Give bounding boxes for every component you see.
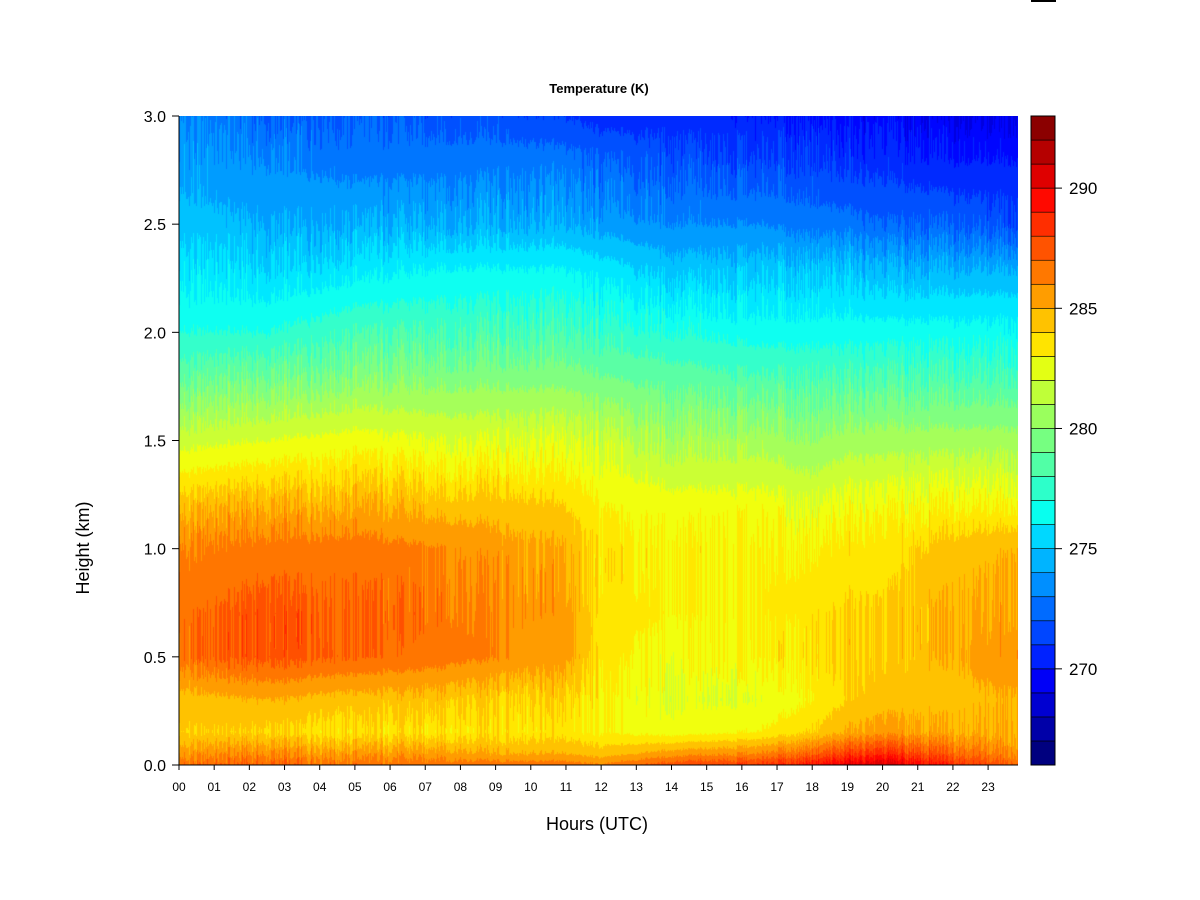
x-tick-label: 15 (700, 780, 714, 794)
y-tick-label: 1.5 (144, 434, 166, 451)
x-tick-label: 21 (911, 780, 925, 794)
y-tick-label: 2.5 (144, 217, 166, 234)
colorbar-swatch (1030, 428, 1056, 453)
y-tick-label: 0.5 (144, 650, 166, 667)
colorbar-swatch (1030, 332, 1056, 357)
x-tick-label: 19 (841, 780, 855, 794)
colorbar-swatch (1030, 620, 1056, 646)
x-axis: 00 01 02 03 04 05 06 07 08 09 10 11 12 13 14 15 16 17 18 19… (172, 764, 1018, 794)
x-tick-label: 02 (243, 780, 257, 794)
chart-title: Temperature (K) (549, 81, 648, 96)
x-tick-label: 14 (665, 780, 679, 794)
colorbar-tick-label: 280 (1069, 419, 1097, 438)
colorbar-swatch (1030, 692, 1056, 718)
colorbar-swatch (1030, 356, 1056, 381)
y-axis: 0.0 0.5 1.0 1.5 2.0 2.5 3.0 (144, 109, 180, 775)
colorbar-swatch (1030, 548, 1056, 574)
colorbar-swatch (1030, 452, 1056, 477)
x-tick-label: 10 (524, 780, 538, 794)
x-tick-label: 03 (278, 780, 292, 794)
x-tick-label: 08 (454, 780, 468, 794)
x-tick-label: 17 (770, 780, 784, 794)
colorbar-swatch (1030, 476, 1056, 501)
y-tick-label: 3.0 (144, 109, 166, 126)
colorbar-swatch (1030, 716, 1056, 742)
colorbar-swatch (1030, 668, 1056, 694)
colorbar-swatch (1030, 524, 1056, 549)
x-tick-label: 05 (348, 780, 362, 794)
colorbar-swatch (1030, 380, 1056, 405)
colorbar-swatch (1030, 187, 1056, 213)
colorbar-swatch (1030, 500, 1056, 525)
colorbar-swatch (1030, 139, 1056, 165)
x-tick-label: 11 (560, 780, 573, 794)
colorbar: 270 275 280 285 290 (1030, 115, 1097, 766)
colorbar-swatch (1030, 163, 1056, 189)
x-tick-label: 12 (594, 780, 608, 794)
colorbar-swatch (1030, 307, 1056, 333)
colorbar-swatch (1030, 211, 1056, 237)
colorbar-frame (1030, 115, 1056, 766)
colorbar-swatch (1030, 572, 1056, 598)
plot-area (179, 116, 1018, 765)
y-tick-label: 0.0 (144, 758, 166, 775)
colorbar-swatch (1030, 740, 1056, 766)
colorbar-swatch (1030, 115, 1056, 141)
y-axis-label: Height (km) (73, 501, 93, 594)
x-tick-label: 16 (735, 780, 749, 794)
x-tick-label: 23 (981, 780, 995, 794)
colorbar-tick-label: 290 (1069, 179, 1097, 198)
colorbar-swatch (1030, 283, 1056, 309)
x-tick-label: 18 (806, 780, 820, 794)
colorbar-swatch (1030, 404, 1056, 429)
x-tick-label: 00 (172, 780, 186, 794)
x-tick-label: 20 (876, 780, 890, 794)
x-tick-label: 04 (313, 780, 327, 794)
temperature-heatmap (179, 116, 1018, 765)
colorbar-swatch (1030, 596, 1056, 622)
x-tick-label: 07 (419, 780, 433, 794)
x-tick-label: 06 (383, 780, 397, 794)
y-tick-label: 1.0 (144, 542, 166, 559)
x-tick-label: 13 (630, 780, 644, 794)
colorbar-tick-label: 270 (1069, 660, 1097, 679)
x-tick-label: 01 (207, 780, 221, 794)
y-tick-label: 2.0 (144, 325, 166, 342)
corner-mark (1031, 0, 1056, 2)
colorbar-swatch (1030, 235, 1056, 261)
colorbar-swatch (1030, 644, 1056, 670)
colorbar-tick-label: 275 (1069, 540, 1097, 559)
x-tick-label: 22 (946, 780, 960, 794)
x-axis-label: Hours (UTC) (546, 814, 648, 834)
colorbar-tick-label: 285 (1069, 299, 1097, 318)
colorbar-swatch (1030, 259, 1056, 285)
x-tick-label: 09 (489, 780, 503, 794)
